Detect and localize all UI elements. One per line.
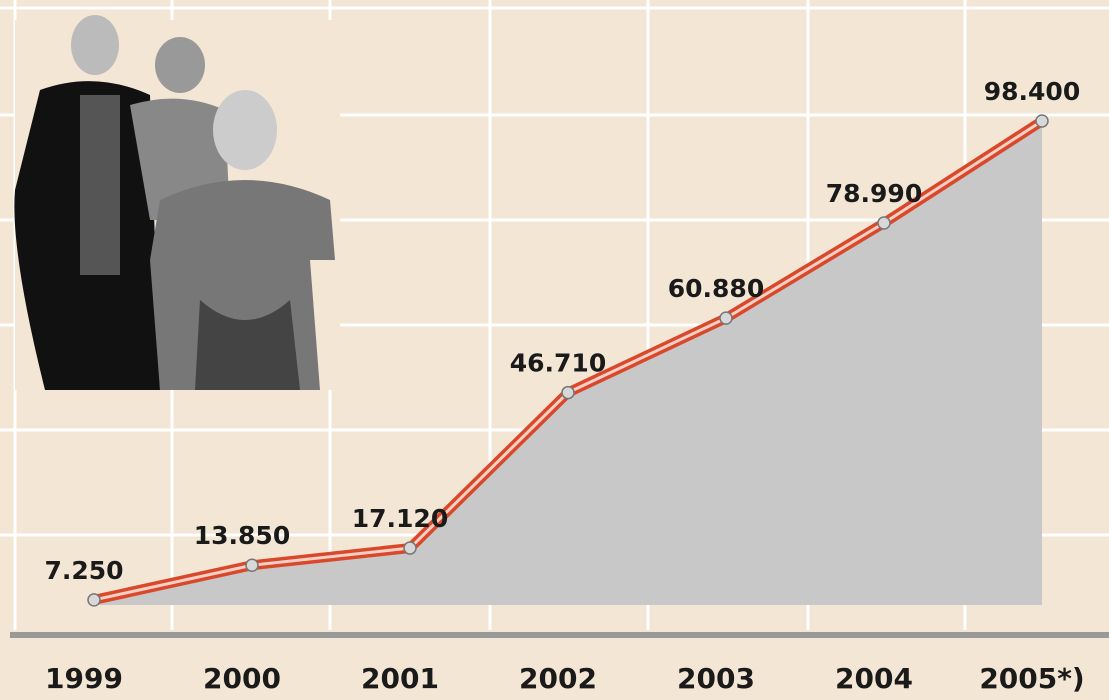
value-label: 13.850 <box>194 521 290 550</box>
point <box>404 542 416 554</box>
x-tick-label: 2003 <box>677 662 755 695</box>
value-label: 17.120 <box>352 504 448 533</box>
value-label: 7.250 <box>44 556 123 585</box>
page: {"chart_data": {"type": "line", "categor… <box>0 0 1109 700</box>
value-label: 60.880 <box>668 274 764 303</box>
value-label: 98.400 <box>984 77 1080 106</box>
point <box>88 594 100 606</box>
chart: 7.250 13.850 17.120 46.710 60.880 78.990 98.40… <box>0 0 1109 700</box>
x-tick-label: 2001 <box>361 662 439 695</box>
point <box>878 217 890 229</box>
x-tick-label: 2005*) <box>979 662 1084 695</box>
point <box>1036 115 1048 127</box>
x-tick-label: 1999 <box>45 662 123 695</box>
point <box>720 312 732 324</box>
point <box>562 387 574 399</box>
x-tick-label: 2004 <box>835 662 913 695</box>
photo <box>14 15 340 390</box>
value-label: 78.990 <box>826 179 922 208</box>
x-tick-label: 2000 <box>203 662 281 695</box>
value-label: 46.710 <box>510 349 606 378</box>
point <box>246 559 258 571</box>
x-tick-label: 2002 <box>519 662 597 695</box>
